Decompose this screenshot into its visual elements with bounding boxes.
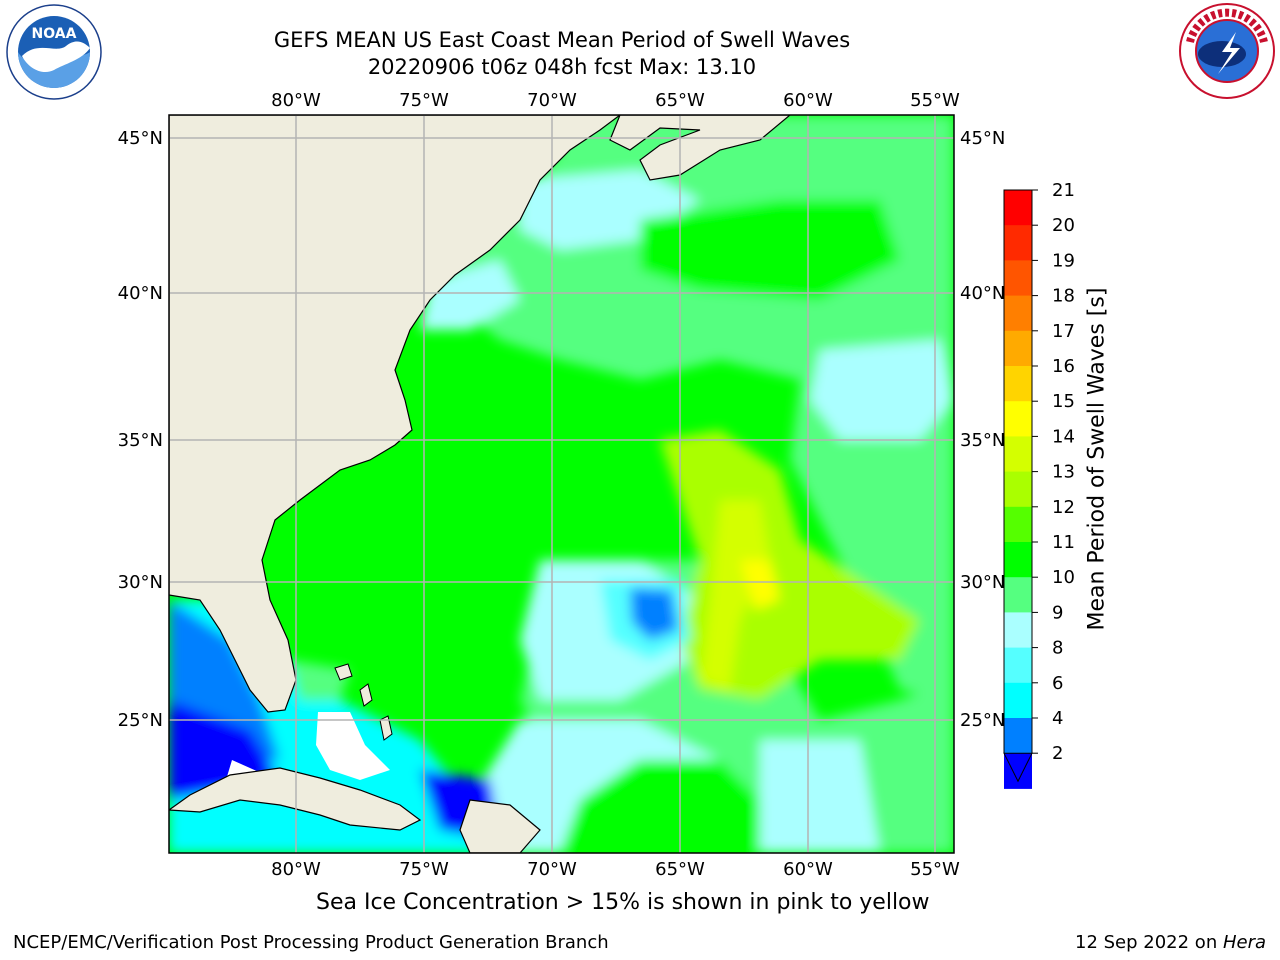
lon-tick-label: 80°W bbox=[271, 90, 321, 111]
colorbar-tick-label: 13 bbox=[1052, 462, 1075, 483]
colorbar-tick-label: 4 bbox=[1052, 708, 1063, 729]
colorbar-tick-label: 12 bbox=[1052, 497, 1075, 518]
colorbar-tick-label: 15 bbox=[1052, 391, 1075, 412]
colorbar-swatch bbox=[1004, 190, 1032, 226]
colorbar-swatch bbox=[1004, 436, 1032, 473]
colorbar-tick-label: 9 bbox=[1052, 602, 1063, 623]
lat-tick-label: 25°N bbox=[118, 710, 163, 731]
colorbar-swatch bbox=[1004, 225, 1032, 261]
colorbar-swatch bbox=[1004, 718, 1032, 754]
footer-host: Hera bbox=[1222, 932, 1266, 953]
colorbar-swatch bbox=[1004, 682, 1032, 719]
lon-tick-label: 65°W bbox=[655, 90, 705, 111]
lon-tick-label: 70°W bbox=[527, 90, 577, 111]
lat-tick-label: 35°N bbox=[118, 430, 163, 451]
graticule bbox=[169, 115, 954, 853]
lon-tick-label: 60°W bbox=[783, 90, 833, 111]
colorbar-swatch bbox=[1004, 542, 1032, 578]
colorbar-tick-label: 17 bbox=[1052, 321, 1075, 342]
lon-tick-label: 75°W bbox=[399, 859, 449, 880]
colorbar-swatch bbox=[1004, 471, 1032, 508]
colorbar-tick-label: 16 bbox=[1052, 356, 1075, 377]
colorbar-tick-label: 10 bbox=[1052, 567, 1075, 588]
colorbar-swatch bbox=[1004, 260, 1032, 297]
lon-tick-label: 55°W bbox=[910, 859, 960, 880]
sea-ice-note: Sea Ice Concentration > 15% is shown in … bbox=[316, 890, 930, 915]
map-frame bbox=[168, 114, 955, 854]
colorbar-label: Mean Period of Swell Waves [s] bbox=[1084, 287, 1110, 631]
colorbar-tick-label: 21 bbox=[1052, 180, 1075, 201]
colorbar-swatch bbox=[1004, 647, 1032, 684]
noaa-logo-icon: NOAA bbox=[6, 4, 102, 100]
chart-title: GEFS MEAN US East Coast Mean Period of S… bbox=[273, 28, 851, 52]
lon-tick-label: 80°W bbox=[271, 859, 321, 880]
colorbar-swatch bbox=[1004, 295, 1032, 332]
lon-tick-label: 70°W bbox=[527, 859, 577, 880]
colorbar-swatch bbox=[1004, 401, 1032, 437]
colorbar-tick-label: 2 bbox=[1052, 743, 1063, 764]
colorbar-tick-label: 20 bbox=[1052, 215, 1075, 236]
footer-date-text: 12 Sep 2022 on bbox=[1075, 932, 1223, 953]
lat-tick-label: 40°N bbox=[960, 283, 1005, 304]
nws-logo-icon bbox=[1179, 3, 1275, 99]
lat-tick-label: 45°N bbox=[118, 128, 163, 149]
map-field bbox=[169, 115, 954, 853]
lon-tick-label: 55°W bbox=[910, 90, 960, 111]
colorbar-swatch bbox=[1004, 577, 1032, 613]
lat-tick-label: 40°N bbox=[118, 283, 163, 304]
noaa-logo-text: NOAA bbox=[32, 26, 77, 42]
footer-credit: NCEP/EMC/Verification Post Processing Pr… bbox=[13, 932, 609, 953]
colorbar-extension bbox=[1003, 752, 1033, 783]
lat-tick-label: 35°N bbox=[960, 430, 1005, 451]
colorbar-tick-label: 18 bbox=[1052, 286, 1075, 307]
colorbar-tick-label: 6 bbox=[1052, 673, 1063, 694]
lat-tick-label: 30°N bbox=[960, 572, 1005, 593]
lon-tick-label: 60°W bbox=[783, 859, 833, 880]
lat-tick-label: 45°N bbox=[960, 128, 1005, 149]
lon-tick-label: 65°W bbox=[655, 859, 705, 880]
colorbar-tick-label: 11 bbox=[1052, 532, 1075, 553]
footer-date: 12 Sep 2022 on Hera bbox=[1075, 932, 1266, 953]
colorbar bbox=[1003, 189, 1033, 789]
colorbar-tick-label: 8 bbox=[1052, 638, 1063, 659]
colorbar-swatch bbox=[1004, 506, 1032, 543]
colorbar-tick-label: 14 bbox=[1052, 426, 1075, 447]
colorbar-tick-label: 19 bbox=[1052, 250, 1075, 271]
chart-subtitle: 20220906 t06z 048h fcst Max: 13.10 bbox=[367, 55, 757, 79]
lon-tick-label: 75°W bbox=[399, 90, 449, 111]
colorbar-swatch bbox=[1004, 366, 1032, 402]
colorbar-swatch bbox=[1004, 612, 1032, 649]
lat-tick-label: 30°N bbox=[118, 572, 163, 593]
colorbar-swatch bbox=[1004, 330, 1032, 367]
lat-tick-label: 25°N bbox=[960, 710, 1005, 731]
